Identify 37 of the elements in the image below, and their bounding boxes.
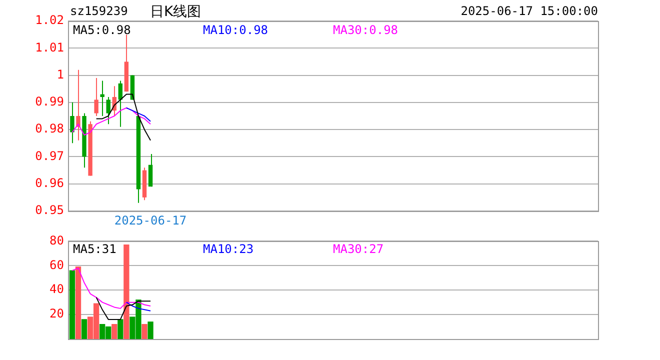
text: MA10:23 (203, 242, 254, 256)
candlestick (70, 102, 74, 144)
y-tick-label: 0.99 (35, 94, 64, 109)
bar (142, 324, 148, 339)
bar (75, 266, 82, 339)
y-tick-label: 60 (50, 258, 64, 272)
candlestick (94, 78, 98, 116)
text: MA30:27 (333, 242, 384, 256)
chart-subtitle: sz159239 (70, 4, 128, 18)
bar (148, 322, 154, 339)
bar (124, 244, 130, 339)
y-tick-label: 0.97 (35, 148, 64, 163)
text: MA5:0.98 (73, 23, 131, 37)
y-tick-label: 0.98 (35, 122, 64, 136)
bar (118, 319, 124, 339)
candlestick (118, 80, 123, 128)
x-tick-label: 2025-06-17 (114, 213, 187, 228)
y-tick-label: 20 (50, 306, 64, 321)
y-tick-label: 40 (50, 282, 64, 296)
bar (81, 319, 88, 339)
y-tick-label: 0.96 (35, 176, 64, 190)
y-tick-label: 1 (56, 67, 64, 82)
y-tick-label: 80 (50, 233, 64, 248)
text: 2025-06-17 15:00:00 (460, 4, 598, 18)
bar (69, 270, 76, 339)
y-tick-label: 1.02 (35, 13, 64, 28)
candlestick (100, 80, 104, 116)
text: MA10:0.98 (203, 23, 268, 37)
candlestick (106, 96, 110, 125)
bar (112, 324, 118, 339)
text: MA5:31 (73, 242, 116, 256)
candlestick (148, 154, 153, 188)
chart-title: 日K线图 (150, 3, 202, 21)
candlestick (76, 69, 80, 141)
y-tick-label: 0.95 (35, 203, 64, 218)
text: MA30:0.98 (333, 23, 398, 37)
y-tick-label: 1.01 (35, 40, 64, 54)
